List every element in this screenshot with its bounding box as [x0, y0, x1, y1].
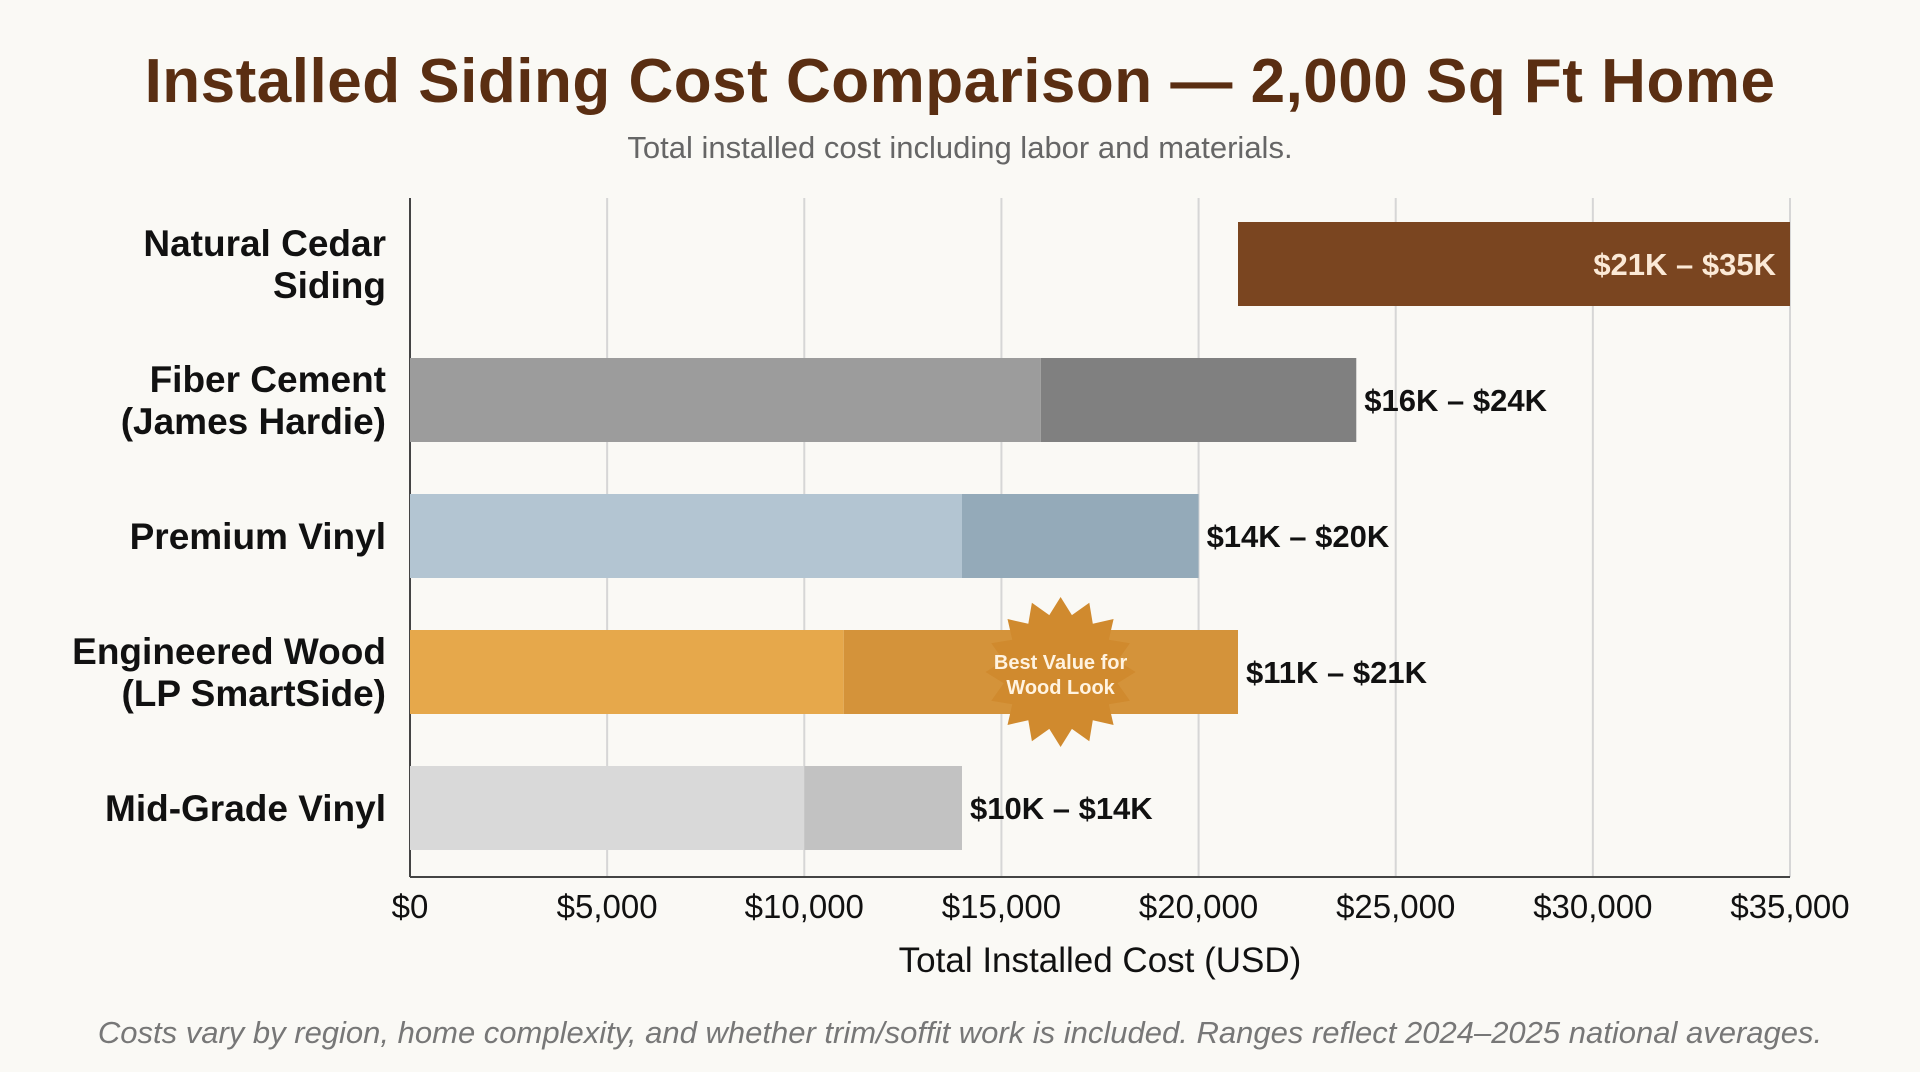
data-label: $16K – $24K [1364, 383, 1547, 418]
category-label: Natural Cedar [143, 223, 386, 264]
x-tick-label: $30,000 [1533, 888, 1652, 925]
x-tick-label: $35,000 [1730, 888, 1849, 925]
bar-low-segment [410, 358, 1041, 442]
data-label: $14K – $20K [1207, 519, 1390, 554]
data-label: $21K – $35K [1593, 247, 1776, 282]
data-label: $11K – $21K [1246, 655, 1428, 690]
x-axis-title: Total Installed Cost (USD) [899, 941, 1302, 980]
x-tick-label: $25,000 [1336, 888, 1455, 925]
bar-range-segment [962, 494, 1199, 578]
bar-range [1238, 222, 1790, 306]
category-label: (LP SmartSide) [121, 673, 386, 714]
bar-low-segment [410, 630, 844, 714]
bar-low-segment [410, 766, 805, 850]
bar-range-segment [804, 766, 962, 850]
category-label: Fiber Cement [150, 359, 386, 400]
chart-title: Installed Siding Cost Comparison — 2,000… [144, 47, 1776, 116]
category-label: Mid-Grade Vinyl [105, 788, 386, 829]
x-tick-label: $5,000 [557, 888, 658, 925]
category-label: Engineered Wood [72, 631, 386, 672]
badge-text: Wood Look [1006, 677, 1115, 699]
x-tick-label: $15,000 [942, 888, 1061, 925]
chart-subtitle: Total installed cost including labor and… [627, 130, 1293, 165]
bar-range-segment [1040, 358, 1357, 442]
category-label: Siding [273, 265, 386, 306]
x-tick-label: $20,000 [1139, 888, 1258, 925]
starburst-badge [985, 597, 1136, 747]
x-tick-label: $10,000 [745, 888, 864, 925]
category-label: (James Hardie) [121, 401, 386, 442]
category-label: Premium Vinyl [130, 516, 386, 557]
bar-low-segment [410, 494, 962, 578]
badge-text: Best Value for [994, 652, 1128, 674]
data-label: $10K – $14K [970, 791, 1153, 826]
x-tick-label: $0 [392, 888, 429, 925]
footnote: Costs vary by region, home complexity, a… [97, 1015, 1823, 1050]
